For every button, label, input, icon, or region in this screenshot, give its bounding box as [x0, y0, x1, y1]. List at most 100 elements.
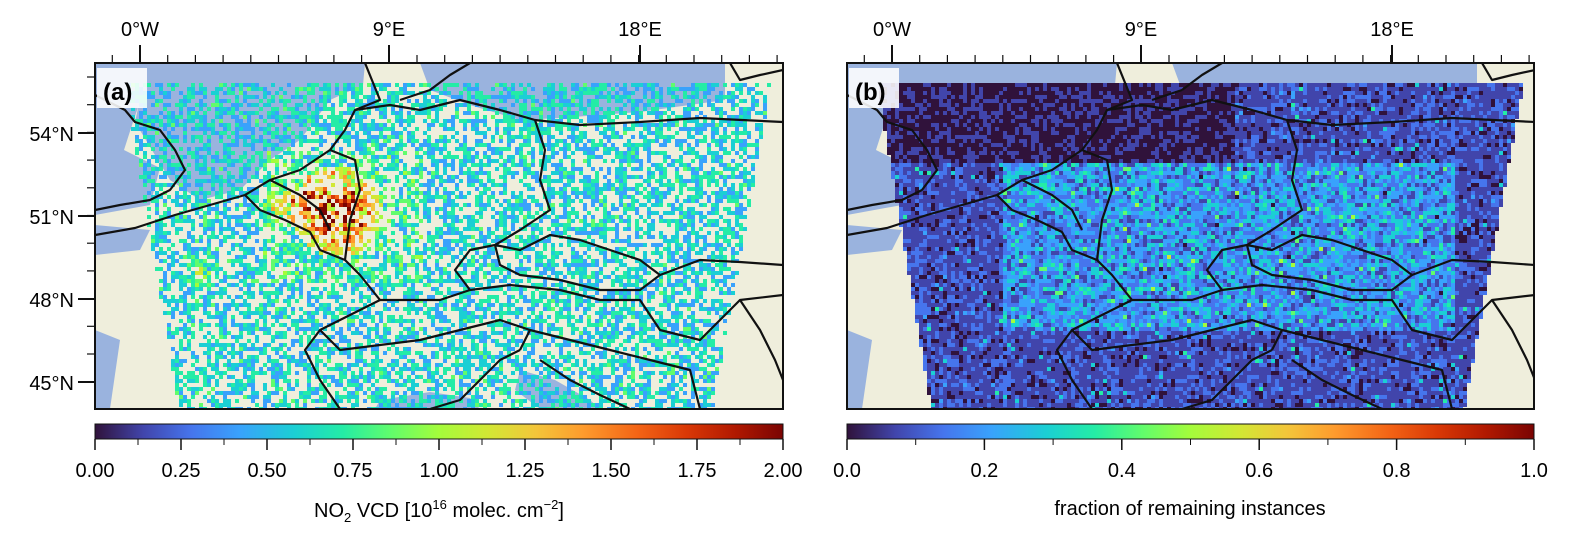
data-cell — [263, 259, 267, 263]
data-cell — [207, 179, 211, 183]
data-cell — [511, 103, 515, 107]
data-cell — [347, 139, 351, 143]
data-cell — [475, 87, 479, 91]
data-cell — [427, 91, 431, 95]
data-cell — [659, 203, 663, 207]
data-cell — [247, 275, 251, 279]
data-cell — [239, 287, 243, 291]
data-cell — [231, 243, 235, 247]
data-cell — [751, 107, 755, 111]
data-cell — [627, 279, 631, 283]
data-cell — [287, 251, 291, 255]
data-cell — [163, 107, 167, 111]
data-cell — [579, 259, 583, 263]
data-cell — [395, 255, 399, 259]
data-cell — [371, 95, 375, 99]
data-cell — [175, 199, 179, 203]
data-cell — [475, 83, 479, 87]
data-cell — [647, 223, 651, 227]
data-cell — [395, 111, 399, 115]
data-cell — [291, 279, 295, 283]
data-cell — [695, 87, 699, 91]
data-cell — [523, 247, 527, 251]
data-cell — [411, 83, 415, 87]
data-cell — [251, 271, 255, 275]
data-cell — [547, 159, 551, 163]
data-cell — [327, 199, 331, 203]
data-cell — [271, 159, 275, 163]
data-cell — [391, 251, 395, 255]
data-cell — [591, 199, 595, 203]
data-cell — [375, 267, 379, 271]
data-cell — [715, 199, 719, 203]
data-cell — [391, 159, 395, 163]
data-cell — [243, 215, 247, 219]
data-cell — [399, 91, 403, 95]
data-cell — [275, 119, 279, 123]
data-cell — [511, 191, 515, 195]
data-cell — [275, 279, 279, 283]
data-cell — [623, 87, 627, 91]
data-cell — [703, 243, 707, 247]
data-cell — [503, 147, 507, 151]
data-cell — [235, 307, 239, 311]
data-cell — [587, 279, 591, 283]
data-cell — [383, 99, 387, 103]
data-cell — [203, 259, 207, 263]
data-cell — [279, 147, 283, 151]
data-cell — [619, 159, 623, 163]
data-cell — [515, 199, 519, 203]
data-cell — [723, 147, 727, 151]
data-cell — [571, 151, 575, 155]
data-cell — [259, 271, 263, 275]
data-cell — [579, 87, 583, 91]
data-cell — [543, 295, 547, 299]
data-cell — [175, 175, 179, 179]
data-cell — [587, 163, 591, 167]
data-cell — [415, 211, 419, 215]
data-cell — [479, 207, 483, 211]
data-cell — [335, 195, 339, 199]
data-cell — [207, 279, 211, 283]
data-cell — [703, 283, 707, 287]
data-cell — [171, 83, 175, 87]
data-cell — [195, 283, 199, 287]
data-cell — [691, 151, 695, 155]
data-cell — [163, 295, 167, 299]
data-cell — [451, 191, 455, 195]
data-cell — [631, 91, 635, 95]
data-cell — [551, 115, 555, 119]
data-cell — [687, 135, 691, 139]
data-cell — [315, 259, 319, 263]
data-cell — [191, 227, 195, 231]
data-cell — [759, 131, 763, 135]
data-cell — [715, 195, 719, 199]
data-cell — [243, 235, 247, 239]
data-cell — [303, 87, 307, 91]
data-cell — [519, 295, 523, 299]
data-cell — [259, 127, 263, 131]
no2-swath — [127, 83, 771, 409]
data-cell — [699, 183, 703, 187]
data-cell — [527, 115, 531, 119]
data-cell — [387, 239, 391, 243]
data-cell — [455, 231, 459, 235]
data-cell — [579, 107, 583, 111]
data-cell — [163, 279, 167, 283]
data-cell — [219, 167, 223, 171]
data-cell — [379, 127, 383, 131]
data-cell — [407, 215, 411, 219]
data-cell — [227, 223, 231, 227]
data-cell — [667, 299, 671, 303]
data-cell — [599, 203, 603, 207]
data-cell — [483, 207, 487, 211]
data-cell — [195, 303, 199, 307]
data-cell — [399, 199, 403, 203]
data-cell — [159, 99, 163, 103]
data-cell — [159, 183, 163, 187]
data-cell — [739, 211, 743, 215]
data-cell — [687, 303, 691, 307]
data-cell — [263, 131, 267, 135]
data-cell — [563, 291, 567, 295]
data-cell — [439, 251, 443, 255]
